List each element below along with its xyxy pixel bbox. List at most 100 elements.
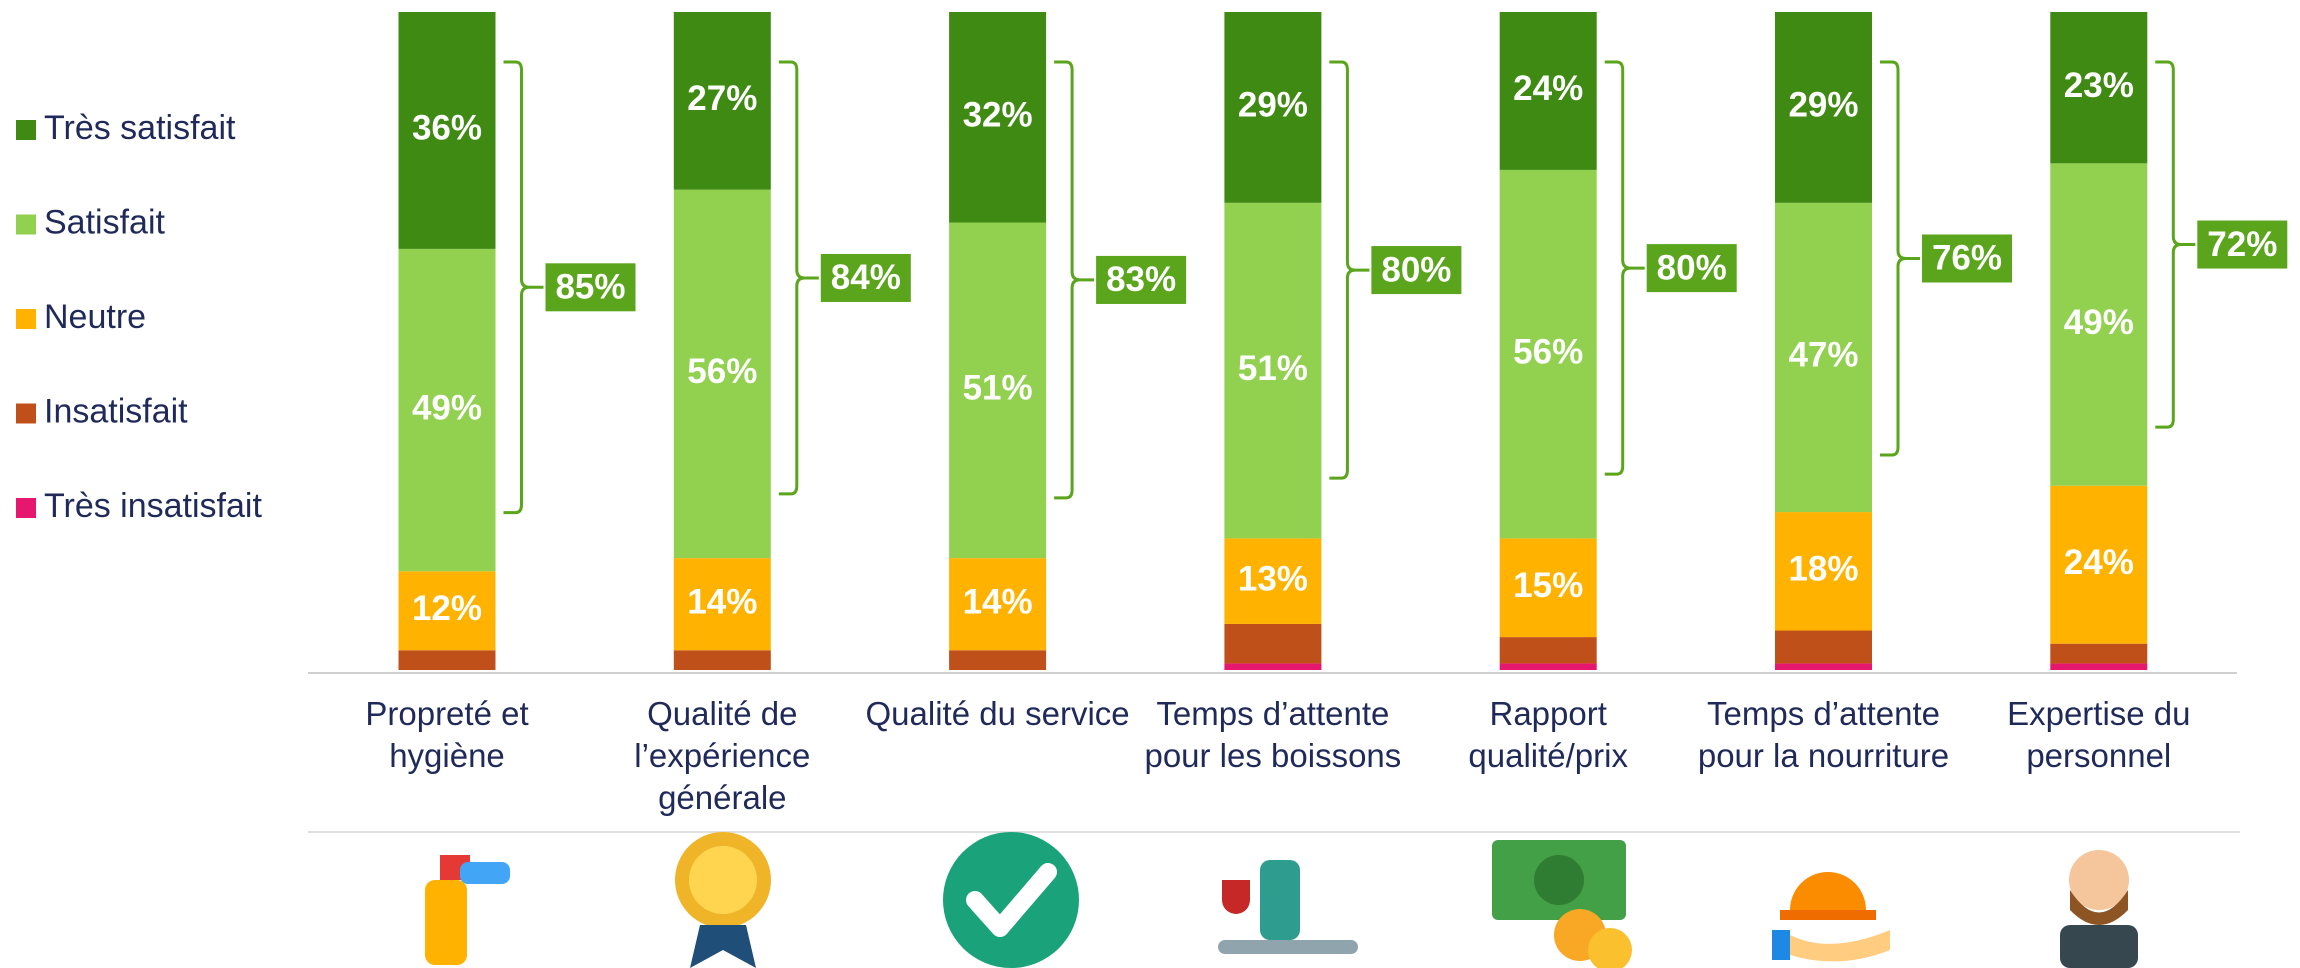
bar-segment [673,189,771,559]
value-label: 24% [1513,69,1583,108]
bar-segment [1775,663,1872,670]
value-label: 15% [1513,566,1583,605]
value-label: 29% [1238,86,1308,125]
icon-hand [1790,930,1890,962]
x-tick-label: Qualité du service [865,695,1130,732]
legend-swatch [16,309,36,329]
icon-money [1534,855,1584,905]
bar-segment [398,571,496,651]
value-label: 27% [687,79,757,118]
icon-cloche [1780,910,1876,920]
total-label: 80% [1657,248,1727,287]
bracket [1604,60,1645,476]
value-label: 13% [1238,559,1308,598]
bar-segment [2050,663,2148,670]
bar-segment [949,12,1047,223]
bracket [1329,60,1370,480]
icon-medal [689,846,757,914]
icon-check [966,863,1057,937]
legend-swatch [16,120,36,140]
value-label: 36% [412,109,482,148]
total-box [820,253,911,302]
bar-segment [1224,12,1322,203]
legend-label: Très insatisfait [44,487,262,525]
value-label: 56% [1513,332,1583,371]
icon-glass [1222,880,1250,914]
icon-medal [690,925,756,968]
bracket [1054,60,1095,500]
legend-label: Insatisfait [44,392,188,430]
bracket [2155,60,2196,429]
value-label: 51% [963,369,1033,408]
bar-segment [673,558,771,651]
icon-person [2060,925,2138,968]
value-label: 51% [1238,349,1308,388]
bar-segment [1224,202,1322,539]
total-box [2197,220,2288,269]
total-box [1096,255,1187,304]
bar-segment [1224,623,1322,664]
total-box [1371,246,1462,295]
legend-label: Neutre [44,298,146,336]
icon-bottle [1260,860,1300,940]
bar-segment [398,650,496,670]
value-label: 14% [963,582,1033,621]
bar-segment [398,12,496,249]
bracket [778,60,819,496]
bar-segment [1499,538,1597,638]
bar-segment [2050,485,2148,644]
bar-segment [1499,637,1597,664]
x-tick-label: Rapport qualité/prix [1468,695,1628,774]
value-label: 49% [2064,303,2134,342]
bar-segment [2050,163,2148,486]
value-label: 56% [687,352,757,391]
value-label: 29% [1788,86,1858,125]
bar-segment [1224,538,1322,624]
icons [425,832,2138,968]
total-box [545,263,636,312]
bar-segment [1224,663,1322,670]
bar-segment [1775,630,1872,664]
value-label: 14% [687,582,757,621]
total-label: 84% [831,258,901,297]
legend-swatch [16,498,36,518]
bar-segment [673,12,771,190]
value-label: 23% [2064,66,2134,105]
value-label: 47% [1788,336,1858,375]
bar-segment [1499,663,1597,670]
legend-label: Très satisfait [44,109,236,147]
value-label: 32% [963,96,1033,135]
bar-segment [1499,169,1597,539]
bar-segment [949,222,1047,559]
bar-segment [1775,512,1872,631]
bracket [503,60,544,515]
total-label: 72% [2207,225,2277,264]
icon-cloche [1790,872,1866,910]
icon-hand [1772,930,1790,960]
x-tick-label: Temps d’attente pour les boissons [1144,695,1402,774]
x-tick-label: Temps d’attente pour la nourriture [1697,695,1950,774]
icon-person [2070,890,2128,925]
x-tick-label: Propreté et hygiène [365,695,529,774]
total-box [1922,234,2012,283]
x-tick-label: Expertise du personnel [2007,695,2191,774]
total-label: 83% [1106,260,1176,299]
bar-segment [398,248,496,572]
legend-label: Satisfait [44,203,165,241]
total-label: 85% [555,268,625,307]
bar-segment [673,650,771,670]
value-label: 24% [2064,543,2134,582]
icon-coins [1588,928,1632,968]
bar-segment [1775,202,1872,513]
bar-segment [1775,12,1872,203]
total-label: 76% [1932,239,2002,278]
legend-swatch [16,403,36,424]
value-label: 12% [412,589,482,628]
icon-spray [460,862,510,884]
value-label: 49% [412,388,482,427]
value-label: 18% [1788,550,1858,589]
bar-segment [2050,643,2148,664]
icon-tray [1218,940,1358,954]
bar-segment [949,558,1047,651]
